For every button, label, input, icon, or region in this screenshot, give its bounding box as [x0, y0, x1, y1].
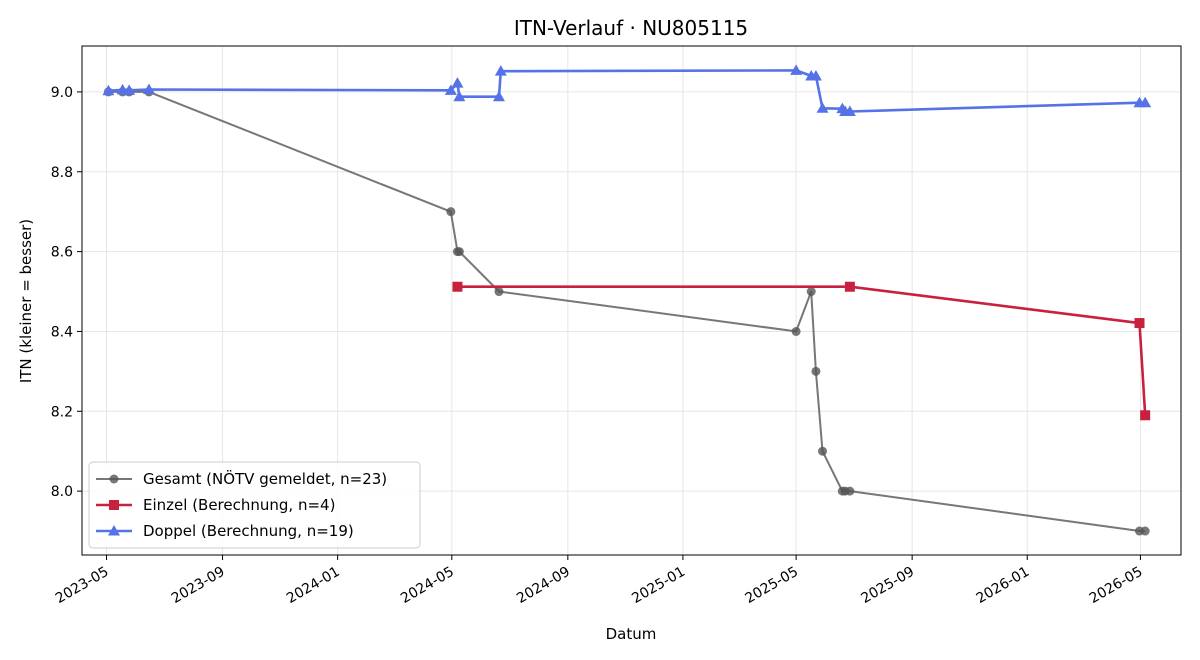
data-point-square — [1140, 410, 1151, 421]
data-point-triangle — [494, 65, 507, 76]
legend-label: Gesamt (NÖTV gemeldet, n=23) — [143, 469, 387, 488]
x-axis-label: Datum — [606, 625, 657, 643]
data-point-circle — [454, 247, 464, 257]
legend-label: Einzel (Berechnung, n=4) — [143, 496, 335, 514]
data-point-circle — [845, 486, 855, 496]
data-point-circle — [791, 326, 801, 336]
data-point-triangle — [451, 77, 464, 88]
series-triangle — [102, 64, 1152, 116]
y-axis-label: ITN (kleiner = besser) — [17, 219, 35, 383]
data-point-square — [844, 281, 855, 292]
data-point-circle — [811, 366, 821, 376]
y-tick-label: 9.0 — [51, 85, 73, 101]
data-point-circle — [1140, 526, 1150, 536]
data-point-triangle — [453, 90, 466, 102]
legend-label: Doppel (Berechnung, n=19) — [143, 522, 354, 540]
data-point-circle — [818, 446, 828, 456]
data-point-triangle — [108, 525, 120, 536]
plot-area-frame — [81, 45, 1182, 556]
data-point-triangle — [123, 84, 136, 95]
data-point-circle — [109, 474, 119, 484]
series-layer — [102, 64, 1152, 536]
data-point-triangle — [1139, 96, 1152, 108]
chart-title: ITN-Verlauf · NU805115 — [514, 16, 748, 40]
y-tick-label: 8.0 — [51, 484, 73, 500]
data-point-triangle — [142, 83, 155, 95]
data-point-triangle — [843, 105, 856, 116]
data-point-triangle — [809, 69, 822, 81]
data-point-square — [1134, 318, 1145, 329]
y-axis: 8.0 8.2 8.4 8.6 8.8 9.0 — [51, 85, 82, 500]
data-point-square — [452, 281, 463, 292]
data-point-triangle — [816, 102, 829, 113]
y-tick-label: 8.4 — [51, 324, 73, 340]
data-point-triangle — [102, 84, 115, 96]
series-square — [452, 281, 1151, 421]
data-point-circle — [446, 207, 456, 217]
legend-box — [88, 461, 421, 549]
data-point-triangle — [444, 84, 457, 95]
data-point-triangle — [790, 64, 803, 75]
data-point-circle — [806, 287, 816, 297]
data-point-circle — [494, 287, 504, 297]
series-line — [457, 285, 1147, 416]
data-point-triangle — [492, 90, 505, 102]
y-tick-label: 8.2 — [51, 404, 73, 420]
y-tick-label: 8.8 — [51, 165, 73, 181]
y-tick-label: 8.6 — [51, 245, 73, 261]
legend: Gesamt (NÖTV gemeldet, n=23) Einzel (Bere… — [88, 461, 421, 549]
data-point-square — [109, 500, 119, 510]
